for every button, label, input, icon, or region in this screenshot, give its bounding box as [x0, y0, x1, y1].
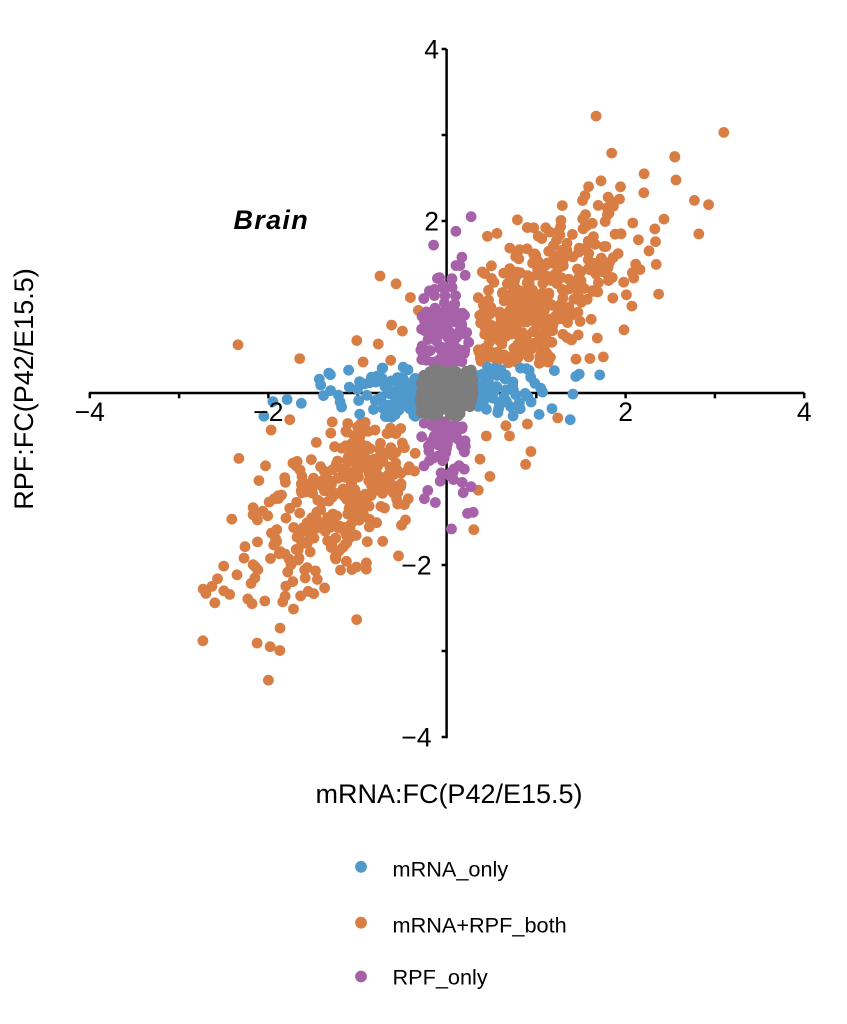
svg-text:2: 2: [424, 206, 439, 236]
svg-text:Brain: Brain: [234, 205, 310, 235]
svg-text:−4: −4: [75, 397, 105, 427]
svg-text:RPF_only: RPF_only: [393, 964, 488, 989]
svg-text:2: 2: [618, 397, 633, 427]
svg-text:RPF:FC(P42/E15.5): RPF:FC(P42/E15.5): [9, 268, 39, 510]
svg-text:mRNA+RPF_both: mRNA+RPF_both: [393, 912, 567, 937]
svg-text:−2: −2: [253, 397, 283, 427]
svg-text:−4: −4: [401, 722, 431, 752]
svg-text:4: 4: [424, 34, 439, 64]
svg-text:mRNA_only: mRNA_only: [393, 856, 509, 881]
svg-text:4: 4: [797, 397, 812, 427]
svg-text:mRNA:FC(P42/E15.5): mRNA:FC(P42/E15.5): [315, 779, 582, 809]
svg-text:−2: −2: [401, 550, 431, 580]
